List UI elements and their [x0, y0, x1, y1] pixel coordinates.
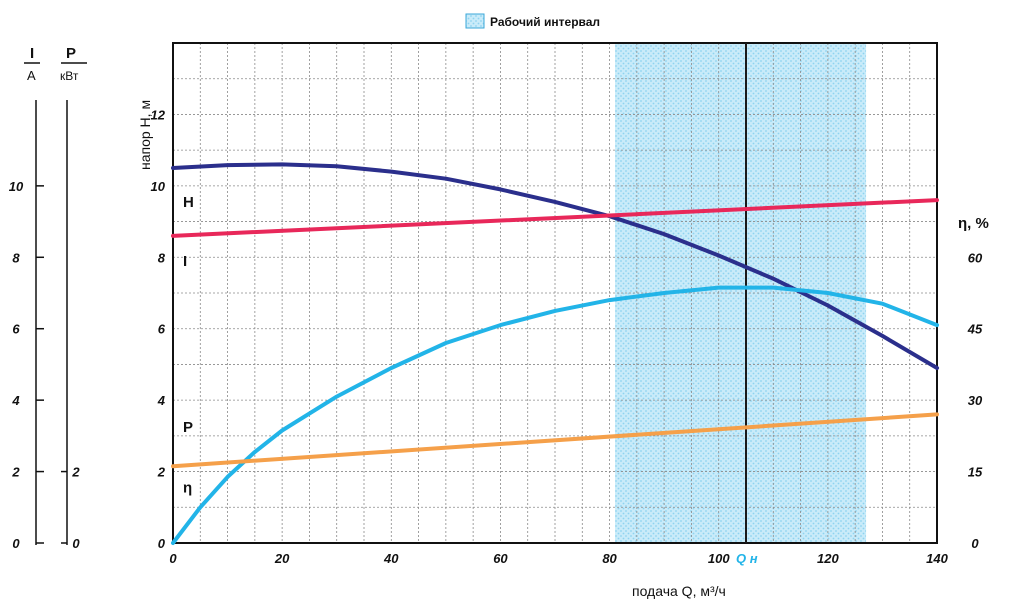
right-tick-label: 30: [968, 393, 983, 408]
curve-p: [171, 412, 939, 469]
current-tick-label: 10: [9, 179, 24, 194]
current-tick-label: 6: [12, 322, 20, 337]
y-tick-label: 2: [157, 465, 166, 480]
aux-axes: I A P кВт: [24, 45, 87, 545]
curve-label: P: [183, 419, 193, 436]
curves: H I Pη: [171, 162, 939, 545]
x-tick-label: 0: [169, 551, 177, 566]
right-tick-label: 60: [968, 250, 983, 265]
x-tick-label: 60: [493, 551, 508, 566]
x-tick-label: 20: [274, 551, 290, 566]
x-tick-label: 100: [708, 551, 730, 566]
y-tick-label: 10: [151, 179, 166, 194]
current-tick-label: 8: [12, 250, 20, 265]
right-tick-label: 0: [971, 536, 979, 551]
tick-labels: 0 20 40 60 80 100 120 1400246810120153045600246…: [9, 107, 983, 566]
power-tick-label: 0: [72, 536, 80, 551]
curve-label: η: [183, 480, 192, 497]
y-tick-label: 12: [151, 107, 166, 122]
current-tick-label: 0: [12, 536, 20, 551]
power-tick-label: 2: [71, 465, 80, 480]
y-axis-title: напор H, м: [137, 100, 153, 170]
curve-label: H: [183, 194, 194, 211]
x-tick-label: 40: [383, 551, 399, 566]
x-tick-label: 120: [817, 551, 839, 566]
power-axis-unit: кВт: [60, 69, 79, 83]
right-tick-label: 45: [967, 322, 983, 337]
y-tick-label: 6: [158, 322, 166, 337]
legend-swatch: [465, 13, 485, 29]
curve-label: I: [183, 253, 187, 270]
x-axis-title: подача Q, м³/ч: [632, 583, 726, 599]
power-axis-symbol: P: [66, 45, 76, 62]
x-tick-label: 80: [602, 551, 617, 566]
current-axis-symbol: I: [30, 45, 34, 62]
plot-frame: [172, 42, 938, 544]
y-tick-label: 4: [157, 393, 166, 408]
grid: [173, 43, 937, 543]
right-tick-label: 15: [968, 465, 983, 480]
x-tick-label: 140: [926, 551, 948, 566]
curve-h: [171, 162, 939, 370]
current-axis-unit: A: [27, 68, 36, 83]
right-axis-title: η, %: [958, 215, 989, 232]
y-tick-label: 8: [158, 250, 166, 265]
legend-label: Рабочий интервал: [490, 15, 600, 29]
nominal-flow-label: Q н: [736, 551, 758, 566]
current-tick-label: 4: [11, 393, 20, 408]
curve-i: [171, 198, 939, 238]
current-tick-label: 2: [11, 465, 20, 480]
y-tick-label: 0: [158, 536, 166, 551]
